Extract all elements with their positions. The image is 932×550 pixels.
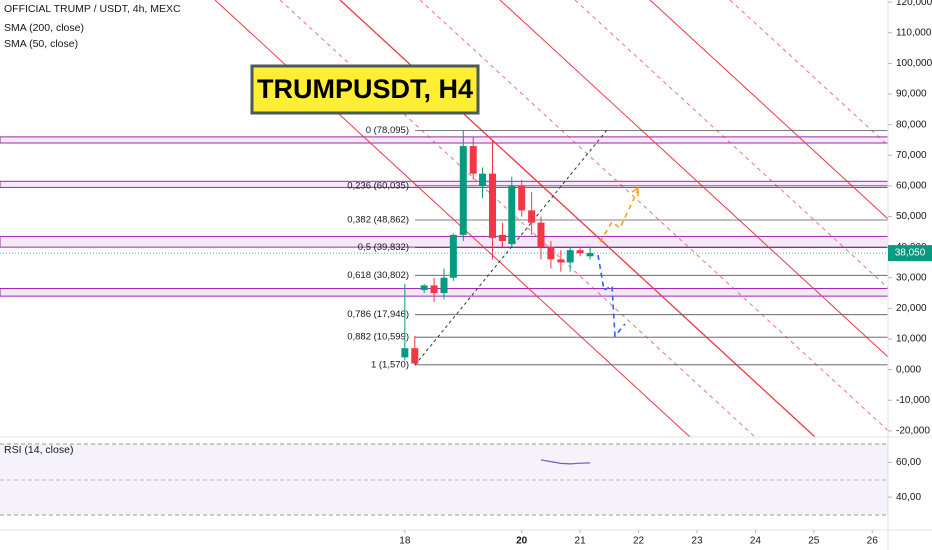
x-tick-label: 26 [867,536,879,547]
y-tick-label: 120,000 [896,0,932,8]
candle-body [469,146,477,174]
zone [0,235,889,248]
y-tick-label: 110,000 [896,27,932,38]
y-tick-label: -10,000 [896,395,930,406]
badge [250,64,480,115]
rsi-line [540,459,591,465]
candle-body [488,173,496,238]
fib-label: 0,786 (17,946) [347,309,409,320]
candles [0,130,888,465]
indicator: SMA (50, close) [4,38,78,50]
candle-body [576,250,584,254]
fib-label: 0,882 (10,599) [347,332,409,343]
fib-label: 0,382 (48,862) [347,215,409,226]
channel-line [729,0,888,147]
arrow-head [631,186,639,196]
candle-body [401,348,409,358]
last-price-label: 38,050 [895,248,926,259]
x-tick-label: 20 [516,536,528,547]
zone [0,180,889,188]
axes: 120,000 110,000 100,000 90,000 80,000 70,000 6… [399,0,932,547]
fib-label: 0,618 (30,802) [347,270,409,281]
candle-body [411,348,419,364]
last-price-tag [888,245,932,262]
y-tick-label: 50,000 [896,211,927,222]
fib-trend [414,129,608,366]
x-tick-label: 22 [633,536,645,547]
channel-line [499,0,888,358]
candle-body [547,247,555,260]
projection-down [597,254,626,339]
fib-label: 0,236 (60,035) [347,180,409,191]
channel-line [419,0,888,432]
fib-label: 0 (78,095) [366,125,409,136]
y-tick-label: 30,000 [896,272,927,283]
candle-body [566,250,574,263]
y-tick-label: 10,000 [896,334,927,345]
candle-body [518,185,526,211]
candle-body [449,234,457,278]
y-tick-label: 80,000 [896,119,927,130]
x-tick-label: 25 [808,536,820,547]
fib-label: 0,5 (39,832) [358,242,409,253]
symbol: OFFICIAL TRUMP / USDT, 4h, MEXC [4,3,181,15]
candle-body [557,259,565,263]
x-tick-label: 21 [575,536,587,547]
y-tick-label: 100,000 [896,58,932,69]
projection-up [599,189,639,243]
fib-label: 1 (1,570) [371,359,409,370]
candle-body [508,185,516,245]
zone [0,136,889,144]
rsi-title: RSI (14, close) [4,444,73,456]
badge-text: TRUMPUSDT, H4 [257,74,473,104]
x-tick-label: 18 [399,536,411,547]
x-tick-label: 24 [750,536,762,547]
candle-body [498,234,506,242]
y-tick-label: -20,000 [896,426,930,437]
y-tick-label: 60,000 [896,181,927,192]
indicator: SMA (200, close) [4,22,84,34]
candle-body [586,253,594,257]
candle-body [479,173,487,186]
y-tick-label: 20,000 [896,303,927,314]
y-tick-label: 0,000 [896,364,921,375]
y-tick-label: 90,000 [896,89,927,100]
candle-body [528,210,536,223]
y-tick-label: 60,00 [896,457,921,468]
y-tick-label: 70,000 [896,150,927,161]
candle-body [459,146,467,235]
candle-body [537,222,545,248]
x-tick-label: 23 [691,536,703,547]
candle-body [440,277,448,294]
channel-line [574,0,888,289]
candle-body [420,285,428,291]
candle-body [430,285,438,294]
y-tick-label: 40,00 [896,492,921,503]
